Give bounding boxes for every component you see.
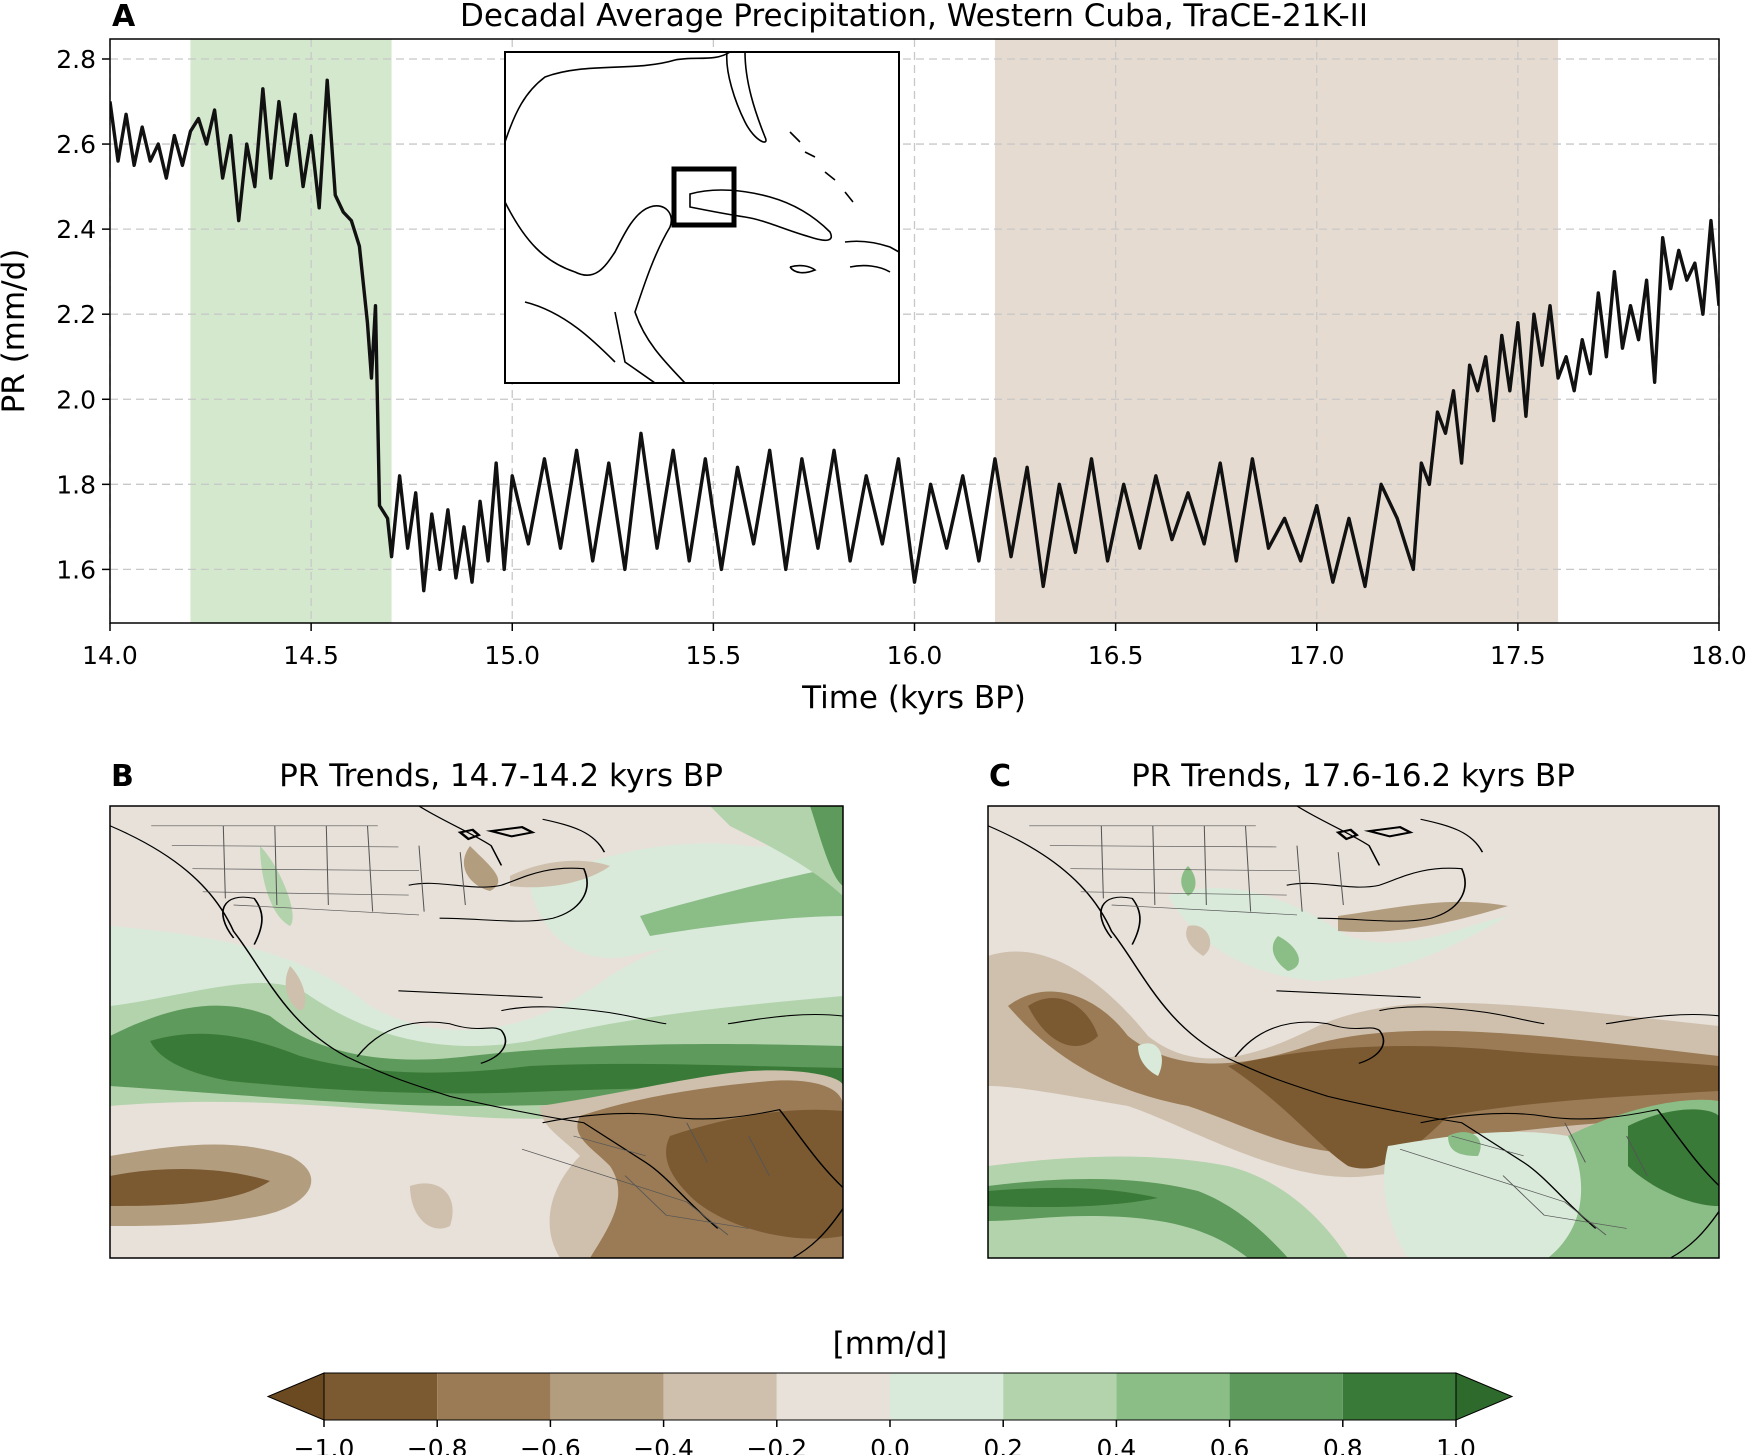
- y-tick-label: 2.8: [56, 45, 96, 74]
- colorbar-tick-label: −0.4: [633, 1434, 694, 1455]
- colorbar-segment: [550, 1373, 664, 1420]
- colorbar-tick-label: −0.6: [520, 1434, 581, 1455]
- map-title: PR Trends, 14.7-14.2 kyrs BP: [279, 758, 723, 794]
- y-axis-label: PR (mm/d): [0, 249, 32, 414]
- map-frame: [987, 805, 1720, 1259]
- y-tick-label: 2.6: [56, 130, 96, 159]
- chart-title: Decadal Average Precipitation, Western C…: [460, 0, 1368, 34]
- colorbar-tick-label: −0.8: [407, 1434, 468, 1455]
- line-series: [110, 78, 1719, 593]
- colorbar-tick-label: 1.0: [1436, 1434, 1476, 1455]
- colorbar-segment: [663, 1373, 777, 1420]
- inset-region-box: [671, 166, 737, 228]
- y-tick-label: 1.8: [56, 470, 96, 499]
- y-tick-label: 2.4: [56, 215, 96, 244]
- axes-frame: [109, 38, 1720, 624]
- x-tick-label: 14.0: [82, 641, 138, 670]
- colorbar-over: [1455, 1372, 1514, 1421]
- x-tick-label: 16.5: [1088, 641, 1144, 670]
- colorbar-tick-label: 0.8: [1323, 1434, 1363, 1455]
- colorbar-under: [266, 1372, 325, 1421]
- colorbar-segment: [437, 1373, 551, 1420]
- colorbar-segment: [1229, 1373, 1343, 1420]
- colorbar-tick-label: 0.2: [983, 1434, 1023, 1455]
- colorbar: [mm/d] −1.0 −0.8 −0.6 −0.4 −0.2 0.0 0.2 0.4 0.6 0…: [266, 1326, 1514, 1455]
- colorbar-label: [mm/d]: [833, 1326, 948, 1362]
- colorbar-tick-label: 0.4: [1097, 1434, 1137, 1455]
- y-tick-label: 2.2: [56, 300, 96, 329]
- inset-map: [504, 51, 900, 384]
- map-title: PR Trends, 17.6-16.2 kyrs BP: [1131, 758, 1575, 794]
- colorbar-tick-label: −0.2: [746, 1434, 807, 1455]
- colorbar-segment: [776, 1373, 890, 1420]
- colorbar-segment: [324, 1373, 438, 1420]
- colorbar-segment: [890, 1373, 1004, 1420]
- x-tick-label: 16.0: [887, 641, 943, 670]
- colorbar-tick-label: −1.0: [294, 1434, 355, 1455]
- panel-label: A: [112, 0, 136, 34]
- map-field: [110, 806, 843, 1258]
- panel-c: C PR Trends, 17.6-16.2 kyrs BP: [987, 758, 1720, 1259]
- x-tick-label: 15.5: [686, 641, 742, 670]
- colorbar-tick-label: 0.6: [1210, 1434, 1250, 1455]
- x-tick-label: 17.0: [1289, 641, 1345, 670]
- inset-frame: [504, 51, 900, 384]
- x-tick-label: 14.5: [283, 641, 339, 670]
- x-tick-label: 17.5: [1490, 641, 1546, 670]
- colorbar-segment: [1003, 1373, 1117, 1420]
- map-field: [988, 806, 1719, 1258]
- x-tick-label: 15.0: [484, 641, 540, 670]
- colorbar-segment: [1342, 1373, 1456, 1420]
- x-axis-label: Time (kyrs BP): [801, 680, 1026, 716]
- y-tick-label: 1.6: [56, 555, 96, 584]
- inset-coastline: [504, 51, 900, 384]
- y-tick-label: 2.0: [56, 385, 96, 414]
- panel-label: B: [111, 759, 134, 794]
- x-tick-label: 18.0: [1691, 641, 1747, 670]
- colorbar-segment: [1116, 1373, 1230, 1420]
- shaded-region: [190, 39, 392, 623]
- panel-a: 1.6 1.8 2.0 2.2 2.4 2.6 2.8 14.0 14.5 15.0 15.5 16.…: [0, 0, 1747, 716]
- panel-b: B PR Trends, 14.7-14.2 kyrs BP: [109, 758, 844, 1259]
- colorbar-tick-label: 0.0: [870, 1434, 910, 1455]
- panel-label: C: [989, 759, 1011, 794]
- shaded-region: [994, 39, 1559, 623]
- map-frame: [109, 805, 844, 1259]
